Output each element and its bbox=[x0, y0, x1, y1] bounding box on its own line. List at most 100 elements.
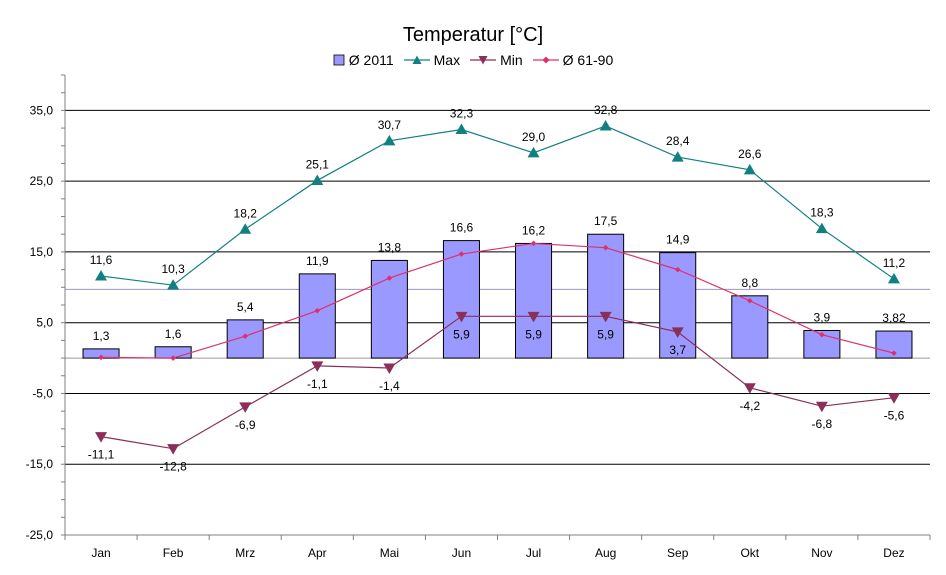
y-tick-label: -15,0 bbox=[26, 457, 54, 471]
min-point bbox=[239, 402, 252, 413]
legend-item-avg2011: Ø 2011 bbox=[333, 52, 394, 68]
avg6190-point bbox=[819, 331, 825, 338]
avg6190-point bbox=[891, 350, 897, 356]
min-point bbox=[815, 401, 828, 413]
x-tick-label: Jul bbox=[526, 546, 541, 560]
avg6190-point bbox=[98, 354, 104, 361]
avg6190-point bbox=[170, 355, 176, 361]
min-point bbox=[167, 444, 180, 455]
max-point bbox=[815, 222, 828, 234]
min-data-label: -1,1 bbox=[307, 377, 328, 391]
bar bbox=[731, 295, 769, 359]
legend-item-min: Min bbox=[470, 52, 523, 68]
min-data-label: 5,9 bbox=[597, 327, 614, 341]
max-data-label: 18,2 bbox=[234, 206, 258, 220]
max-point bbox=[671, 151, 684, 162]
y-tick-label: -25,0 bbox=[26, 528, 54, 542]
legend-label-min: Min bbox=[500, 52, 523, 68]
bar-data-label: 1,6 bbox=[165, 327, 182, 341]
avg6190-point bbox=[458, 251, 465, 257]
max-data-label: 18,3 bbox=[810, 206, 834, 220]
max-point bbox=[239, 223, 252, 234]
min-data-label: -6,8 bbox=[812, 417, 833, 431]
max-data-label: 25,1 bbox=[306, 157, 330, 171]
y-tick-label: 35,0 bbox=[30, 103, 54, 117]
x-tick-label: Mai bbox=[380, 546, 399, 560]
x-tick-label: Jun bbox=[452, 546, 471, 560]
max-line bbox=[100, 125, 895, 286]
max-data-label: 32,3 bbox=[450, 106, 474, 120]
bar-data-label: 14,9 bbox=[666, 233, 690, 247]
min-point bbox=[95, 432, 108, 443]
bar-data-label: 5,4 bbox=[237, 300, 254, 314]
y-tick-label: -5,0 bbox=[32, 386, 53, 400]
bar-data-label: 1,3 bbox=[93, 329, 110, 343]
max-point bbox=[527, 146, 540, 158]
legend-item-max: Max bbox=[403, 52, 461, 68]
avg6190-point bbox=[242, 333, 249, 339]
bar bbox=[442, 240, 480, 359]
legend-label-avg6190: Ø 61-90 bbox=[562, 52, 614, 68]
chart-legend: Ø 2011 Max Min Ø 61-90 bbox=[0, 52, 946, 68]
max-data-label: 32,8 bbox=[594, 103, 618, 117]
x-tick-label: Mrz bbox=[235, 546, 255, 560]
legend-bar-swatch-icon bbox=[333, 54, 345, 66]
max-point bbox=[599, 119, 612, 131]
min-point bbox=[887, 393, 900, 404]
min-point bbox=[527, 311, 540, 323]
legend-max-triangle-icon bbox=[403, 55, 430, 64]
min-point bbox=[599, 311, 612, 323]
bar bbox=[226, 319, 264, 359]
bar-data-label: 13,8 bbox=[378, 240, 402, 254]
bar-data-label: 17,5 bbox=[594, 214, 618, 228]
min-data-label: -11,1 bbox=[88, 448, 115, 462]
min-data-label: -1,4 bbox=[379, 379, 400, 393]
min-point bbox=[671, 327, 684, 338]
bar bbox=[515, 242, 553, 359]
avg6190-point bbox=[746, 297, 753, 304]
legend-item-avg6190: Ø 61-90 bbox=[532, 52, 614, 68]
max-point bbox=[383, 134, 396, 146]
bar-data-label: 3,82 bbox=[882, 311, 906, 325]
avg6190-line bbox=[101, 242, 895, 359]
bar-data-label: 8,8 bbox=[741, 276, 758, 290]
avg6190-point bbox=[674, 266, 681, 273]
y-tick-label: 5,0 bbox=[36, 316, 53, 330]
min-data-label: -12,8 bbox=[159, 460, 187, 474]
x-tick-label: Sep bbox=[667, 546, 689, 560]
max-point bbox=[455, 123, 468, 134]
bar bbox=[587, 233, 625, 359]
min-line bbox=[100, 315, 895, 450]
max-data-label: 11,6 bbox=[90, 253, 113, 267]
max-point bbox=[887, 272, 900, 284]
bar bbox=[803, 329, 841, 359]
max-data-label: 29,0 bbox=[522, 130, 546, 144]
bar-data-label: 16,2 bbox=[522, 223, 546, 237]
max-point bbox=[95, 269, 108, 281]
max-point bbox=[311, 174, 324, 185]
legend-label-avg2011: Ø 2011 bbox=[348, 52, 394, 68]
avg6190-point bbox=[386, 275, 393, 281]
bar bbox=[370, 259, 408, 359]
avg6190-point bbox=[602, 244, 609, 251]
max-point bbox=[743, 163, 756, 175]
y-tick-label: 25,0 bbox=[30, 174, 54, 188]
legend-min-triangle-icon bbox=[470, 56, 497, 65]
x-tick-label: Okt bbox=[740, 546, 759, 560]
max-point bbox=[167, 279, 180, 290]
chart-title: Temperatur [°C] bbox=[402, 24, 544, 46]
max-data-label: 11,2 bbox=[883, 256, 906, 270]
min-point bbox=[311, 361, 324, 372]
legend-avg6190-diamond-icon bbox=[532, 56, 559, 64]
min-point bbox=[383, 363, 396, 374]
min-data-label: -6,9 bbox=[235, 418, 256, 432]
legend-label-max: Max bbox=[433, 52, 461, 68]
x-tick-label: Aug bbox=[595, 546, 616, 560]
x-tick-label: Apr bbox=[308, 546, 327, 560]
x-tick-label: Nov bbox=[811, 546, 832, 560]
min-point bbox=[743, 383, 756, 394]
max-data-label: 26,6 bbox=[738, 147, 762, 161]
avg6190-point bbox=[530, 240, 537, 247]
